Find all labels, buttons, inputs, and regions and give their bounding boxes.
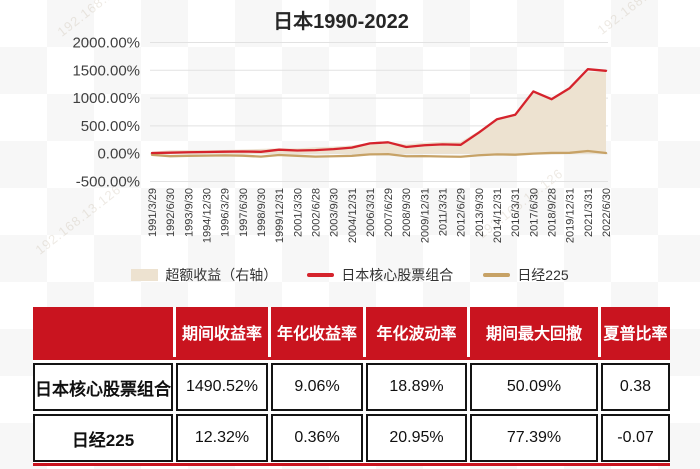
cell-portfolio-annualized-return: 9.06% — [271, 363, 363, 411]
col-header-sharpe-ratio: 夏普比率 — [601, 307, 670, 357]
x-tick-label: 1994/12/30 — [201, 188, 213, 243]
x-tick-label: 1996/3/29 — [220, 188, 232, 237]
x-tick-label: 2018/9/28 — [547, 188, 559, 237]
cell-portfolio-max-drawdown: 50.09% — [470, 363, 598, 411]
x-tick-label: 2009/12/31 — [419, 188, 431, 243]
y-tick-label: 0.00% — [97, 146, 140, 163]
table-bottom-border — [33, 463, 670, 466]
y-tick-label: 1500.00% — [72, 62, 140, 79]
x-tick-label: 2012/6/29 — [456, 188, 468, 237]
row-label-portfolio: 日本核心股票组合 — [33, 363, 173, 411]
y-tick-label: 1000.00% — [72, 90, 140, 107]
area-swatch-icon — [131, 269, 159, 281]
header-divider — [33, 357, 670, 360]
table-body: 日本核心股票组合 1490.52% 9.06% 18.89% 50.09% 0.… — [33, 363, 670, 462]
table-header-row: 期间收益率 年化收益率 年化波动率 期间最大回撤 夏普比率 — [33, 307, 670, 357]
x-tick-label: 2011/3/31 — [438, 188, 450, 236]
cell-nikkei-period-return: 12.32% — [176, 414, 268, 462]
cell-nikkei-sharpe-ratio: -0.07 — [601, 414, 670, 462]
nikkei225-line — [150, 149, 608, 158]
line-swatch-icon — [483, 273, 511, 277]
x-tick-label: 2019/12/31 — [565, 188, 577, 243]
x-tick-label: 2022/6/30 — [601, 188, 613, 237]
legend-label: 日经225 — [517, 267, 569, 283]
cell-nikkei-max-drawdown: 77.39% — [470, 414, 598, 462]
x-tick-label: 2002/6/28 — [310, 188, 322, 237]
x-tick-label: 2016/3/31 — [510, 188, 522, 237]
x-tick-label: 2013/9/30 — [474, 188, 486, 237]
portfolio-line — [150, 68, 608, 155]
legend-item-portfolio: 日本核心股票组合 — [307, 265, 453, 285]
line-swatch-icon — [307, 273, 335, 277]
col-header-annualized-return: 年化收益率 — [271, 307, 363, 357]
x-tick-label: 2017/6/30 — [528, 188, 540, 237]
x-tick-label: 1992/6/30 — [165, 188, 177, 237]
x-tick-label: 1997/6/30 — [238, 188, 250, 237]
x-tick-label: 2014/12/31 — [492, 188, 504, 243]
y-tick-label: -500.00% — [76, 174, 140, 191]
y-tick-label: 2000.00% — [72, 35, 140, 52]
x-tick-label: 2003/9/30 — [329, 188, 341, 237]
x-tick-label: 1993/9/30 — [183, 188, 195, 237]
cell-portfolio-period-return: 1490.52% — [176, 363, 268, 411]
col-header-annualized-volatility: 年化波动率 — [366, 307, 467, 357]
table-row: 日本核心股票组合 1490.52% 9.06% 18.89% 50.09% 0.… — [33, 363, 670, 411]
chart-legend: 超额收益（右轴） 日本核心股票组合 日经225 — [0, 265, 700, 285]
chart-canvas: 2000.00% 1500.00% 1000.00% 500.00% 0.00% -500… — [72, 35, 613, 244]
col-header-max-drawdown: 期间最大回撤 — [470, 307, 598, 357]
legend-item-nikkei225: 日经225 — [483, 265, 569, 285]
x-tick-label: 2004/12/31 — [347, 188, 359, 243]
cell-nikkei-annualized-return: 0.36% — [271, 414, 363, 462]
x-tick-label: 2021/3/31 — [583, 188, 595, 237]
legend-item-excess-return: 超额收益（右轴） — [131, 265, 277, 285]
table-row: 日经225 12.32% 0.36% 20.95% 77.39% -0.07 — [33, 414, 670, 462]
col-header-period-return: 期间收益率 — [176, 307, 268, 357]
x-tick-label: 2007/6/29 — [383, 188, 395, 237]
cell-portfolio-annualized-volatility: 18.89% — [366, 363, 467, 411]
x-tick-label: 1998/9/30 — [256, 188, 268, 237]
x-tick-label: 2001/3/30 — [292, 188, 304, 237]
legend-label: 超额收益（右轴） — [165, 267, 278, 283]
row-label-nikkei225: 日经225 — [33, 414, 173, 462]
cell-portfolio-sharpe-ratio: 0.38 — [601, 363, 670, 411]
y-tick-label: 500.00% — [81, 118, 140, 135]
x-tick-label: 1999/12/31 — [274, 188, 286, 243]
cell-nikkei-annualized-volatility: 20.95% — [366, 414, 467, 462]
chart-title: 日本1990-2022 — [273, 11, 409, 33]
stats-table: 期间收益率 年化收益率 年化波动率 期间最大回撤 夏普比率 日本核心股票组合 1… — [33, 307, 670, 466]
col-header-blank — [33, 307, 173, 357]
excess-area — [152, 71, 606, 154]
x-tick-label: 2006/3/31 — [365, 188, 377, 237]
legend-label: 日本核心股票组合 — [341, 267, 454, 283]
x-tick-label: 1991/3/29 — [147, 188, 159, 237]
x-tick-label: 2008/9/30 — [401, 188, 413, 237]
